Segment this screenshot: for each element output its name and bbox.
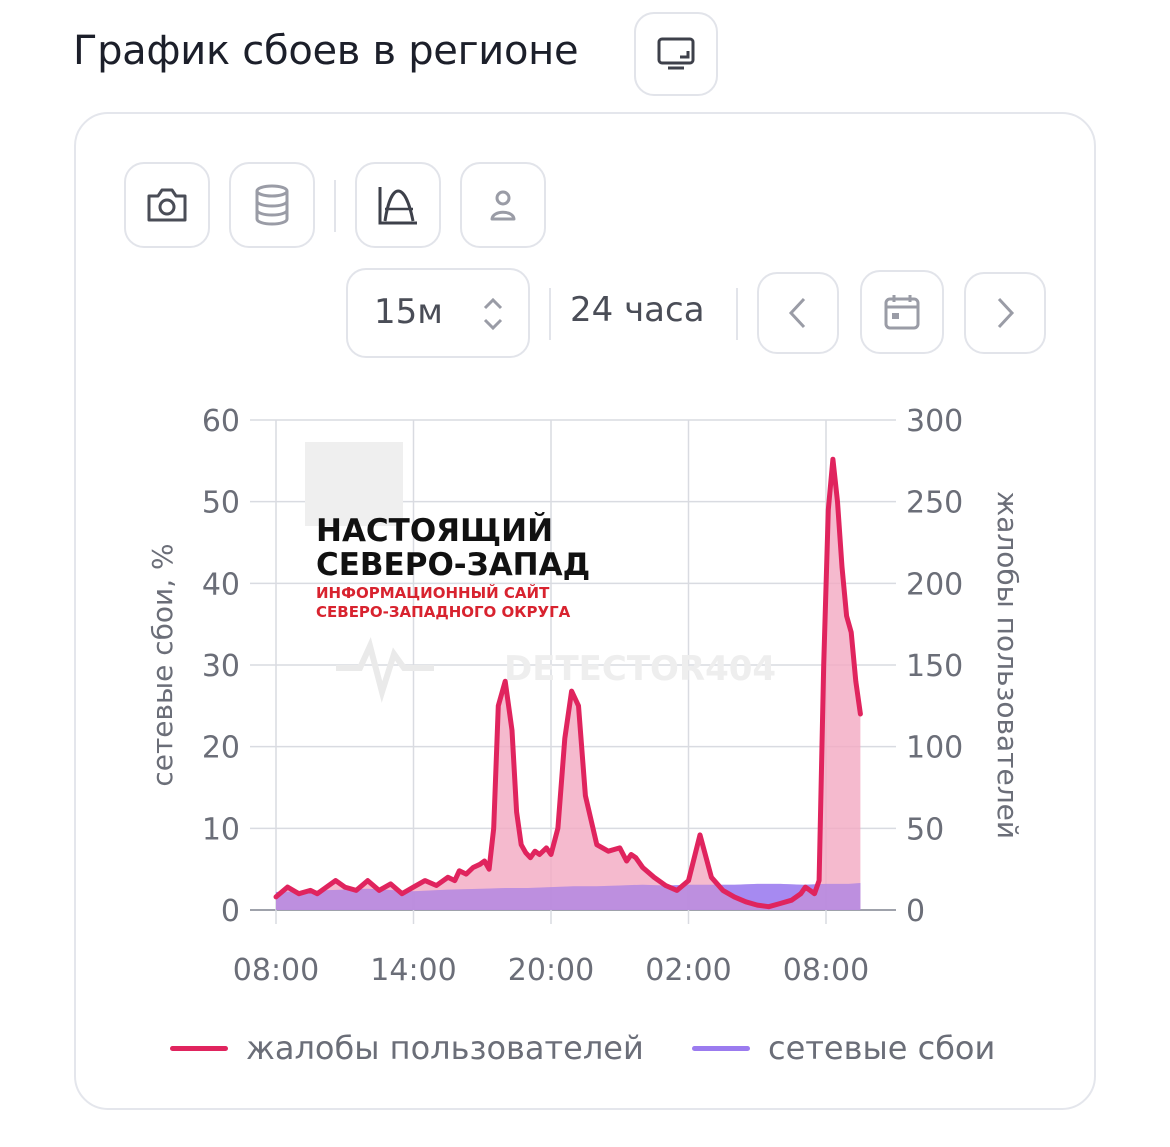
y-left-tick-label: 0 <box>221 894 240 929</box>
legend-swatch-failures <box>692 1045 750 1051</box>
controls-divider-left <box>549 288 551 340</box>
y-right-tick-label: 50 <box>906 812 944 847</box>
y-right-axis-label: жалобы пользователей <box>991 491 1024 839</box>
screenshot-button[interactable] <box>124 162 210 248</box>
y-right-tick-label: 150 <box>906 649 963 684</box>
legend-item-failures[interactable]: сетевые сбои <box>692 1026 995 1070</box>
watermark: НАСТОЯЩИЙ СЕВЕРО-ЗАПАД ИНФОРМАЦИОННЫЙ СА… <box>305 442 776 703</box>
data-export-button[interactable] <box>229 162 315 248</box>
chart-mode-button[interactable] <box>355 162 441 248</box>
legend-label-complaints: жалобы пользователей <box>246 1029 644 1067</box>
y-left-tick-label: 40 <box>202 567 240 602</box>
y-right-tick-label: 250 <box>906 486 963 521</box>
y-right-tick-label: 0 <box>906 894 925 929</box>
watermark-pulse <box>336 637 434 703</box>
x-tick-label: 14:00 <box>370 953 456 988</box>
y-left-axis-label: сетевые сбои, % <box>146 543 179 786</box>
y-left-tick-label: 20 <box>202 731 240 766</box>
chart-curve-icon <box>378 187 417 225</box>
chevron-right-icon <box>997 297 1015 329</box>
y-left-tick-label: 50 <box>202 486 240 521</box>
next-period-button[interactable] <box>964 272 1046 354</box>
x-tick-label: 08:00 <box>233 953 319 988</box>
x-tick-label: 20:00 <box>508 953 594 988</box>
y-left-tick-label: 30 <box>202 649 240 684</box>
watermark-line3: ИНФОРМАЦИОННЫЙ САЙТ <box>316 583 550 602</box>
watermark-line2: СЕВЕРО-ЗАПАД <box>316 547 590 583</box>
y-left-tick-label: 60 <box>202 404 240 439</box>
x-tick-label: 08:00 <box>783 953 869 988</box>
y-right-tick-label: 200 <box>906 567 963 602</box>
user-icon <box>490 190 516 221</box>
watermark-line4: СЕВЕРО-ЗАПАДНОГО ОКРУГА <box>316 603 571 621</box>
toolbar-divider <box>334 180 336 232</box>
series-line-complaints <box>273 456 863 910</box>
database-icon <box>255 184 289 226</box>
chevron-updown-icon <box>483 297 503 331</box>
watermark-line1: НАСТОЯЩИЙ <box>316 513 553 549</box>
user-mode-button[interactable] <box>460 162 546 248</box>
y-right-tick-label: 300 <box>906 404 963 439</box>
legend-swatch-complaints <box>170 1045 228 1051</box>
legend-item-complaints[interactable]: жалобы пользователей <box>170 1026 644 1070</box>
series-area-failures-overlay <box>276 883 861 910</box>
page-title: График сбоев в регионе <box>73 28 579 74</box>
controls-divider-right <box>736 288 738 340</box>
fullscreen-button[interactable] <box>634 12 718 96</box>
y-left-tick-label: 10 <box>202 812 240 847</box>
previous-period-button[interactable] <box>757 272 839 354</box>
legend-label-failures: сетевые сбои <box>768 1029 996 1067</box>
y-right-tick-label: 100 <box>906 731 963 766</box>
interval-select-value: 15м <box>374 292 443 332</box>
watermark-brand: DETECTOR404 <box>504 649 776 689</box>
x-tick-label: 02:00 <box>645 953 731 988</box>
interval-select[interactable]: 15м <box>346 268 530 358</box>
watermark-flag <box>305 442 403 526</box>
calendar-icon <box>884 295 920 330</box>
camera-icon <box>147 188 187 222</box>
screen-icon <box>657 37 695 70</box>
period-label: 24 часа <box>570 290 705 330</box>
calendar-button[interactable] <box>860 270 944 354</box>
chevron-left-icon <box>788 297 806 329</box>
series-area-complaints <box>276 459 861 910</box>
